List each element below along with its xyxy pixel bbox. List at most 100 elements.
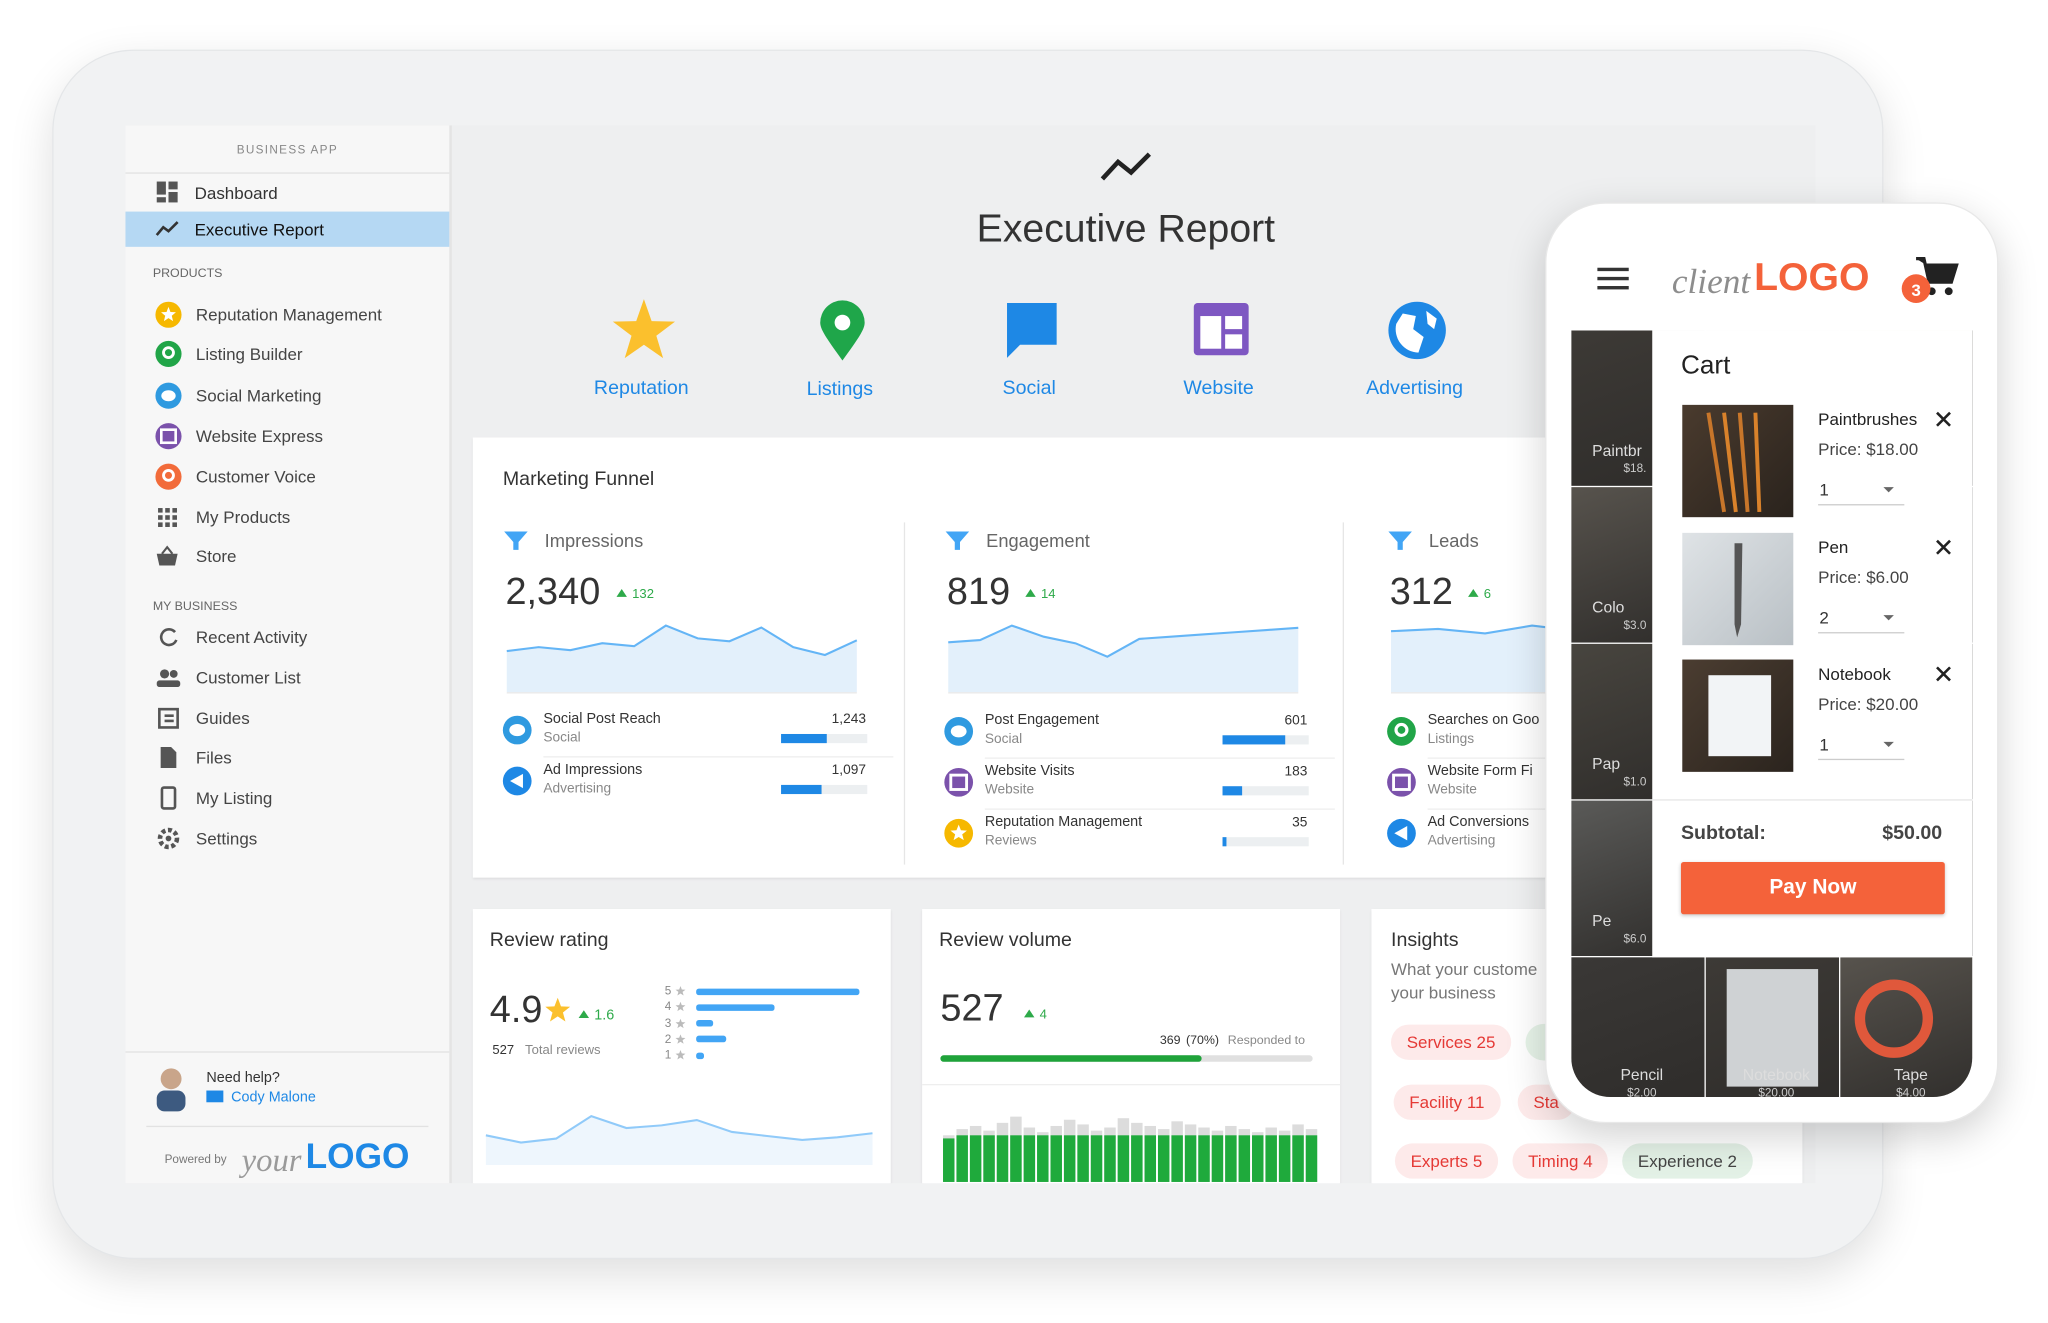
tab-icon [612,299,676,359]
nav-item[interactable]: Dashboard [194,183,278,204]
nav-item[interactable]: Files [195,748,232,768]
funnel-icon [504,531,528,550]
item-qty[interactable]: 2 [1819,607,1829,627]
icon-circle [1387,717,1416,746]
divider [1652,799,1973,801]
icon [159,628,178,647]
metric-bar [781,784,822,795]
metric-source: Reviews [984,832,1037,849]
item-name: Pen [1818,536,1849,557]
nav-item[interactable]: Social Marketing [195,385,322,406]
nav-item[interactable]: My Products [195,507,291,527]
tile-price: $4.00 [1896,1085,1926,1100]
bar-responded [983,1135,995,1182]
stage-value: 2,340 [505,571,601,614]
nav-item[interactable]: Executive Report [194,220,324,240]
bar-responded [1211,1135,1224,1182]
nav-item[interactable]: Reputation Management [195,304,382,325]
icon-glyph [1944,287,1953,296]
subtotal-label: Subtotal: [1680,822,1766,845]
cart-title: Cart [1680,351,1731,381]
icon-glyph [1200,316,1222,349]
metric-source: Social [984,731,1023,747]
icon-glyph [945,531,970,550]
sidebar [125,125,452,1184]
icon [160,747,177,769]
tag[interactable]: Timing 4 [1512,1143,1609,1179]
pay-button[interactable] [1680,861,1945,915]
bar-responded [1184,1135,1197,1182]
icon-glyph [675,1002,686,1012]
qty-underline [1818,631,1905,633]
icon [156,669,181,687]
item-qty[interactable]: 1 [1819,734,1829,755]
tab-label[interactable]: Listings [806,378,874,401]
help-contact[interactable]: Cody Malone [231,1089,316,1106]
nav-item[interactable]: Settings [195,828,258,849]
sparkline-baseline [506,692,857,694]
funnel-icon [1388,531,1412,550]
total-reviews: 527 [492,1043,515,1058]
tile-price: $6.0 [1623,931,1647,945]
pay-label[interactable]: Pay Now [1769,876,1857,899]
nav-item[interactable]: Recent Activity [195,627,308,648]
icon-glyph [168,191,178,203]
sparkline-area [485,1116,873,1165]
icon-glyph [1936,666,1951,682]
icon-glyph [161,306,176,322]
metric-bar [1222,837,1227,847]
nav-item[interactable]: Customer List [195,667,301,688]
star-label: 4 [664,1000,672,1014]
stage-change: 132 [616,588,654,602]
qty-underline [1818,758,1905,761]
icon-glyph [158,522,163,527]
tab-label[interactable]: Advertising [1366,376,1463,399]
bar-responded [1144,1135,1157,1182]
icon-glyph [504,531,528,550]
bar-responded [1063,1135,1076,1182]
section-label: MY BUSINESS [152,599,238,615]
icon-glyph [159,428,177,445]
stage-name: Leads [1428,530,1479,552]
star-label: 1 [664,1048,672,1062]
tile-price: $1.0 [1623,775,1647,789]
metric-source: Social [543,729,581,746]
star-bar [696,1052,705,1059]
divider [543,756,894,758]
icon [155,463,182,490]
nav-item[interactable]: Listing Builder [195,344,303,364]
tile-label: Pap [1592,754,1621,774]
dropdown-icon [1883,614,1894,620]
tag[interactable]: Experience 2 [1622,1143,1753,1179]
bar-responded [943,1138,955,1182]
image-shape [1753,412,1762,513]
nav-item[interactable]: Store [195,546,237,567]
tab-label[interactable]: Social [1002,376,1056,399]
tab-label[interactable]: Website [1183,376,1254,399]
total-reviews-label: Total reviews [525,1043,601,1058]
tag[interactable]: Services 25 [1391,1024,1512,1060]
nav-item[interactable]: My Listing [195,788,273,809]
metric-bar [1222,786,1242,796]
item-image [1682,404,1794,518]
icon-glyph [1883,487,1894,493]
divider [125,172,450,174]
icon [160,786,177,810]
tag[interactable]: Facility 11 [1393,1084,1501,1120]
nav-item[interactable]: Customer Voice [195,466,316,487]
tab-label[interactable]: Reputation [593,376,689,399]
image-shape [1737,412,1750,513]
icon-glyph [1388,531,1412,550]
sparkline [506,624,858,693]
icon-glyph [509,724,526,737]
tag[interactable]: Experts 5 [1394,1143,1499,1179]
icon-glyph [162,468,175,482]
icon [502,715,532,745]
icon-glyph [1936,411,1951,427]
icon-glyph [1597,267,1629,272]
stage-change: 14 [1025,588,1056,602]
item-qty[interactable]: 1 [1819,479,1829,500]
nav-item[interactable]: Website Express [195,426,323,447]
metric-name: Ad Impressions [543,762,643,778]
nav-item[interactable]: Guides [195,707,250,728]
